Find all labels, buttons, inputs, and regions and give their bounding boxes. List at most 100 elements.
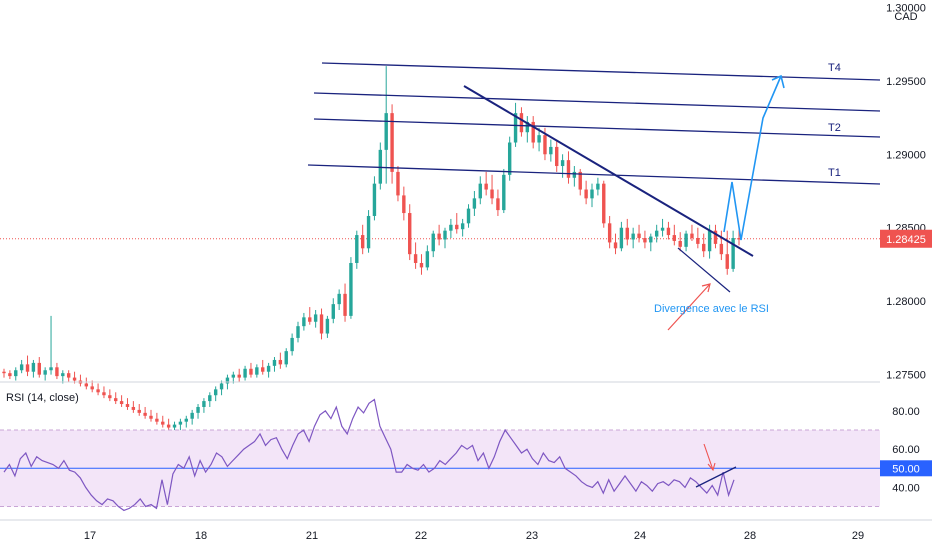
candle-body [396,171,400,196]
candle-71 [419,254,424,275]
candle-70 [413,242,418,269]
rsi-title[interactable]: RSI (14, close) [6,392,79,404]
candle-124 [731,230,735,272]
drawings: T4 T2 T1 Divergence avec le RSI [307,62,881,331]
candle-16 [96,383,100,396]
candle-body [466,208,471,224]
candle-5 [31,359,36,378]
rsi-axis-ticks: 80.00 60.00 40.00 [892,406,920,495]
time-tick-3: 22 [415,530,427,542]
candle-97 [572,166,577,187]
candle-0 [2,368,6,378]
candle-117 [690,224,694,241]
candle-body [261,367,265,372]
candle-body [331,304,335,319]
candle-body [502,174,506,211]
candle-body [390,113,394,172]
candle-3 [19,359,24,374]
candle-1 [8,370,12,380]
candle-body [613,242,618,249]
candle-body [337,293,341,305]
rsi-line [3,398,735,512]
candle-body [37,362,41,375]
candle-body [707,230,712,252]
candle-88 [519,107,524,137]
rsi-tick-2: 40.00 [892,482,920,494]
candle-body [125,404,130,407]
candle-body [84,383,89,387]
candle-body [108,395,112,399]
candle-body [308,317,312,322]
rsi-tick-1: 60.00 [892,444,920,456]
candle-44 [261,359,265,375]
candle-111 [654,224,659,243]
rsi-arrowhead [707,462,716,472]
candle-116 [684,230,688,252]
price-axis[interactable]: CAD 1.300001.295001.290001.285001.280001… [880,0,932,520]
candle-77 [455,213,459,234]
candle-67 [396,166,400,202]
candle-body [443,230,447,240]
candle-body [631,233,635,240]
candlestick-series [2,66,741,434]
candle-body [149,415,153,419]
candle-body [684,233,688,247]
candle-11 [66,370,71,382]
candle-body [519,113,524,133]
candle-22 [131,401,136,413]
time-tick-5: 24 [634,530,646,542]
candle-50 [296,321,300,343]
candle-body [184,418,188,422]
candle-body [161,421,165,425]
candle-body [137,409,141,413]
candle-46 [272,357,277,372]
candle-body [507,142,512,175]
candle-49 [290,333,294,356]
candle-74 [437,224,441,246]
candle-body [543,135,547,155]
candle-35 [208,392,212,407]
time-axis[interactable]: 17 18 21 22 23 24 28 29 [0,519,932,550]
price-pane: T4 T2 T1 Divergence avec le RSI [0,62,881,434]
candle-body [725,254,729,269]
resistance-line [313,92,881,112]
candle-43 [255,364,259,378]
candle-body [607,223,612,243]
candle-10 [61,370,65,384]
candle-body [284,351,288,365]
candle-60 [355,230,359,269]
candle-114 [672,224,677,246]
candle-body [660,227,665,231]
candle-body [590,189,594,199]
candle-body [478,183,482,199]
candle-98 [578,168,582,196]
candle-body [196,406,200,413]
candle-body [278,359,283,365]
time-tick-1: 18 [195,530,207,542]
candle-body [654,230,659,237]
current-price-label: 1.28425 [886,234,926,246]
candle-27 [161,415,165,428]
candle-101 [596,177,600,196]
projection-arrowhead [771,74,785,89]
candle-107 [631,227,635,249]
candle-body [325,318,330,334]
rsi-tick-0: 80.00 [892,406,920,418]
candle-62 [366,210,371,253]
candle-104 [613,233,618,255]
candle-78 [460,218,465,237]
candle-body [66,373,71,378]
candle-body [690,233,694,239]
candle-body [737,238,741,240]
candle-body [313,314,318,322]
candle-113 [666,221,671,240]
candle-body [619,227,624,249]
candle-body [360,235,365,249]
candle-body [72,377,77,381]
price-axis-background [880,0,932,520]
candle-40 [237,368,241,382]
candle-59 [349,257,353,319]
candle-body [731,238,735,269]
candle-body [437,233,441,240]
candle-31 [184,415,188,428]
